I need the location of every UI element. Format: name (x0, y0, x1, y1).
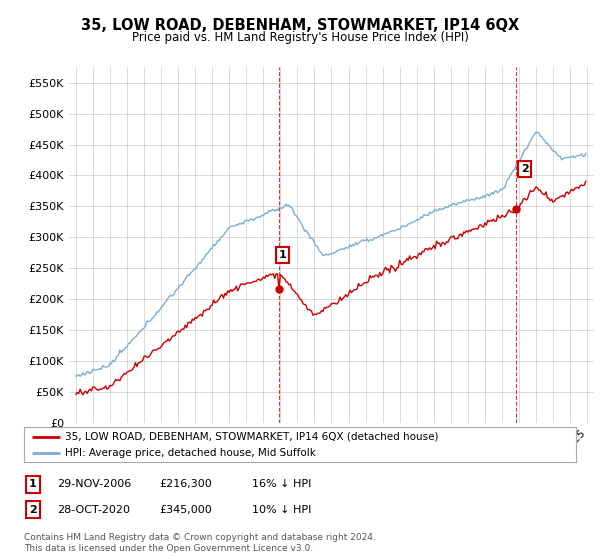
Text: 35, LOW ROAD, DEBENHAM, STOWMARKET, IP14 6QX (detached house): 35, LOW ROAD, DEBENHAM, STOWMARKET, IP14… (65, 432, 439, 442)
Text: 1: 1 (29, 479, 37, 489)
Text: £216,300: £216,300 (159, 479, 212, 489)
Text: Price paid vs. HM Land Registry's House Price Index (HPI): Price paid vs. HM Land Registry's House … (131, 31, 469, 44)
Text: 2: 2 (521, 164, 529, 174)
Text: 35, LOW ROAD, DEBENHAM, STOWMARKET, IP14 6QX: 35, LOW ROAD, DEBENHAM, STOWMARKET, IP14… (81, 18, 519, 33)
Text: 16% ↓ HPI: 16% ↓ HPI (252, 479, 311, 489)
Text: 2: 2 (29, 505, 37, 515)
Text: £345,000: £345,000 (159, 505, 212, 515)
Text: 10% ↓ HPI: 10% ↓ HPI (252, 505, 311, 515)
Text: 29-NOV-2006: 29-NOV-2006 (57, 479, 131, 489)
Text: 1: 1 (278, 250, 286, 260)
Text: 28-OCT-2020: 28-OCT-2020 (57, 505, 130, 515)
Text: Contains HM Land Registry data © Crown copyright and database right 2024.
This d: Contains HM Land Registry data © Crown c… (24, 533, 376, 553)
Text: HPI: Average price, detached house, Mid Suffolk: HPI: Average price, detached house, Mid … (65, 447, 316, 458)
